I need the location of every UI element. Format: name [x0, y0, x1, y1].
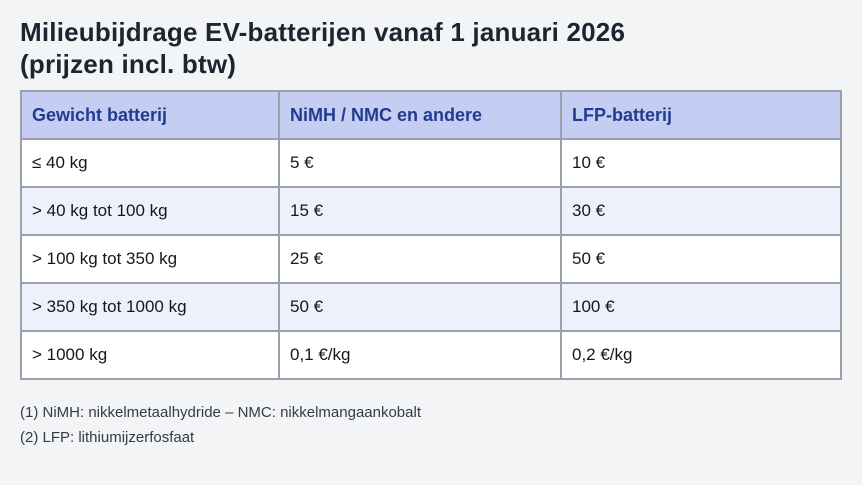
- footnote-lfp: (2) LFP: lithiumijzerfosfaat: [20, 429, 195, 446]
- cell-weight: > 350 kg tot 1000 kg: [20, 282, 280, 332]
- cell-weight: ≤ 40 kg: [20, 138, 280, 188]
- cell-nimh-nmc: 25 €: [278, 234, 562, 284]
- cell-weight: > 1000 kg: [20, 330, 280, 380]
- page-title-line2: (prijzen incl. btw): [20, 49, 237, 79]
- column-header-lfp: LFP-batterij: [560, 90, 842, 140]
- footnotes: (1) NiMH: nikkelmetaalhydride – NMC: nik…: [20, 400, 842, 450]
- table-row: > 40 kg tot 100 kg 15 € 30 €: [20, 186, 842, 236]
- page: Milieubijdrage EV-batterijen vanaf 1 jan…: [20, 16, 842, 450]
- column-header-nimh-nmc: NiMH / NMC en andere: [278, 90, 562, 140]
- table-row: > 100 kg tot 350 kg 25 € 50 €: [20, 234, 842, 284]
- ev-battery-fee-table: Gewicht batterij NiMH / NMC en andere LF…: [20, 90, 842, 380]
- cell-nimh-nmc: 50 €: [278, 282, 562, 332]
- cell-lfp: 10 €: [560, 138, 842, 188]
- cell-lfp: 100 €: [560, 282, 842, 332]
- page-title: Milieubijdrage EV-batterijen vanaf 1 jan…: [20, 16, 842, 80]
- page-title-line1: Milieubijdrage EV-batterijen vanaf 1 jan…: [20, 17, 626, 47]
- cell-weight: > 100 kg tot 350 kg: [20, 234, 280, 284]
- cell-weight: > 40 kg tot 100 kg: [20, 186, 280, 236]
- cell-lfp: 50 €: [560, 234, 842, 284]
- table-header-row: Gewicht batterij NiMH / NMC en andere LF…: [20, 90, 842, 140]
- cell-nimh-nmc: 0,1 €/kg: [278, 330, 562, 380]
- cell-lfp: 30 €: [560, 186, 842, 236]
- footnote-nimh-nmc: (1) NiMH: nikkelmetaalhydride – NMC: nik…: [20, 404, 421, 421]
- table-row: > 350 kg tot 1000 kg 50 € 100 €: [20, 282, 842, 332]
- cell-nimh-nmc: 15 €: [278, 186, 562, 236]
- table-row: ≤ 40 kg 5 € 10 €: [20, 138, 842, 188]
- cell-lfp: 0,2 €/kg: [560, 330, 842, 380]
- cell-nimh-nmc: 5 €: [278, 138, 562, 188]
- table-row: > 1000 kg 0,1 €/kg 0,2 €/kg: [20, 330, 842, 380]
- column-header-weight: Gewicht batterij: [20, 90, 280, 140]
